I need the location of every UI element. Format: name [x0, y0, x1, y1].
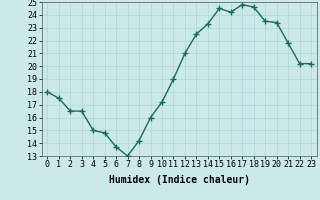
- X-axis label: Humidex (Indice chaleur): Humidex (Indice chaleur): [109, 175, 250, 185]
